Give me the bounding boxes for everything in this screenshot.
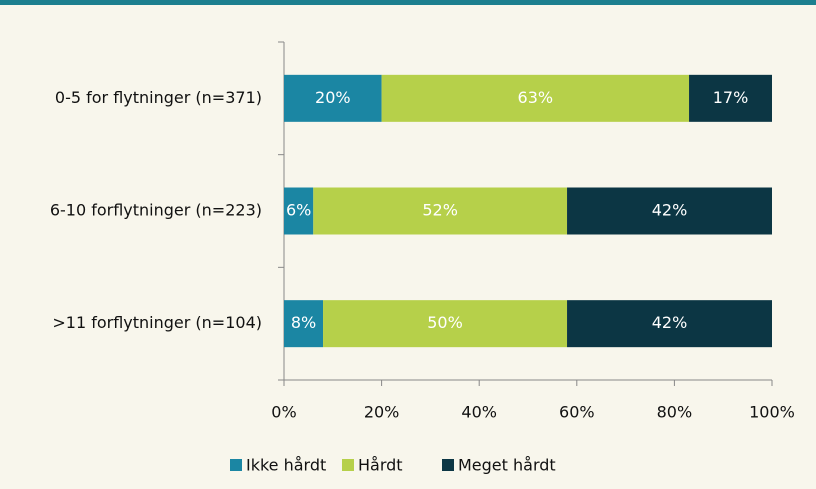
data-label: 17%	[713, 88, 749, 107]
y-tick-label: >11 forflytninger (n=104)	[52, 313, 262, 332]
legend-swatch	[442, 459, 454, 471]
bar-segment	[689, 74, 772, 122]
x-tick-label: 80%	[657, 403, 693, 422]
data-label: 50%	[427, 313, 463, 332]
legend-swatch	[230, 459, 242, 471]
data-label: 42%	[652, 313, 688, 332]
bar-segment	[284, 74, 382, 122]
data-label: 8%	[291, 313, 316, 332]
x-tick-label: 60%	[559, 403, 595, 422]
bar-segment	[567, 187, 772, 235]
legend-swatch	[342, 459, 354, 471]
legend-label: Ikke hårdt	[246, 456, 326, 475]
bar-segment	[381, 74, 690, 122]
x-tick-label: 0%	[271, 403, 296, 422]
x-tick-label: 20%	[364, 403, 400, 422]
x-tick-label: 40%	[461, 403, 497, 422]
bar-segment	[284, 187, 314, 235]
bar-segment	[567, 300, 772, 348]
y-tick-label: 0-5 for flytninger (n=371)	[55, 88, 262, 107]
top-border	[0, 0, 816, 5]
bar-segment	[284, 300, 324, 348]
y-tick-label: 6-10 forflytninger (n=223)	[50, 201, 262, 220]
bar-segment	[313, 187, 568, 235]
data-label: 63%	[518, 88, 554, 107]
legend-label: Hårdt	[358, 456, 403, 475]
x-tick-label: 100%	[749, 403, 795, 422]
legend-label: Meget hårdt	[458, 456, 556, 475]
data-label: 42%	[652, 201, 688, 220]
bar-segment	[323, 300, 568, 348]
data-label: 20%	[315, 88, 351, 107]
data-label: 52%	[422, 201, 458, 220]
data-label: 6%	[286, 201, 311, 220]
